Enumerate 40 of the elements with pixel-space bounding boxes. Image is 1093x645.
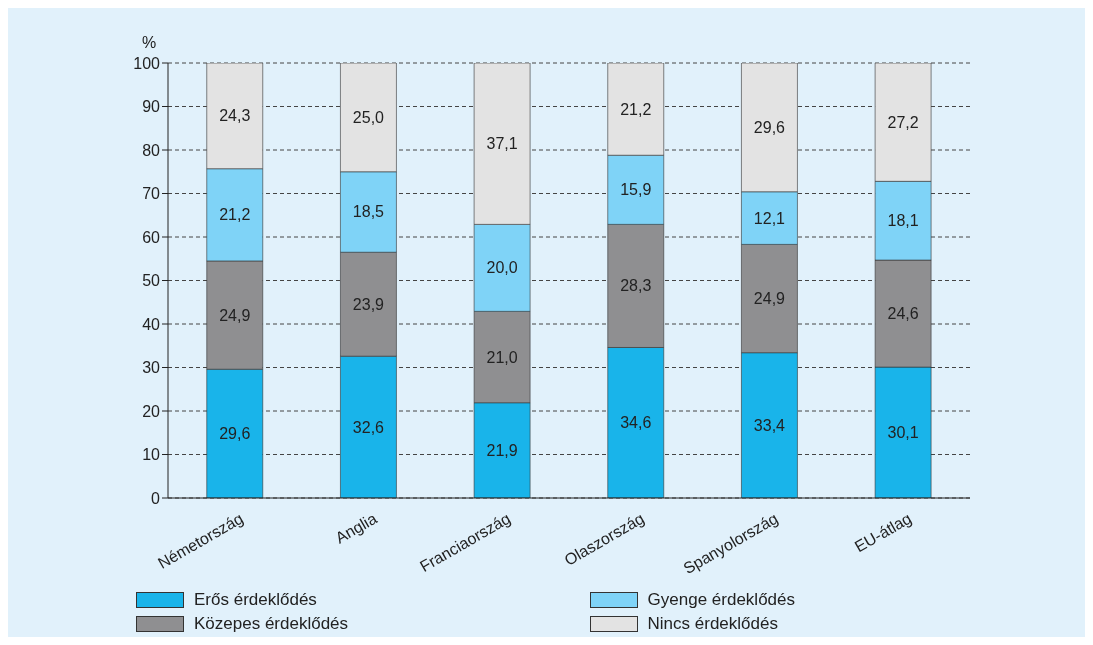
y-tick-label: 20 (142, 402, 161, 420)
data-label: 32,6 (352, 418, 385, 436)
legend-label: Erős érdeklődés (194, 590, 317, 610)
data-label: 21,2 (219, 206, 251, 224)
legend-label: Nincs érdeklődés (647, 614, 778, 634)
data-label: 24,6 (887, 305, 919, 323)
y-tick-label: 100 (133, 54, 161, 72)
data-label: 18,1 (887, 212, 919, 230)
data-label: 29,6 (753, 118, 786, 136)
data-label: 25,0 (352, 108, 385, 126)
data-label: 34,6 (620, 414, 652, 432)
y-tick-label: 0 (151, 489, 161, 507)
data-label: 18,5 (352, 203, 385, 221)
y-tick-label: 10 (142, 446, 161, 464)
y-tick-label: 30 (142, 359, 161, 377)
data-label: 29,6 (219, 425, 251, 443)
data-label: 27,2 (887, 113, 919, 131)
data-label: 24,9 (219, 306, 251, 324)
y-tick-label: 80 (142, 141, 161, 159)
legend-label: Közepes érdeklődés (194, 614, 349, 634)
data-label: 24,9 (753, 290, 786, 308)
data-label: 37,1 (486, 135, 518, 153)
data-label: 15,9 (620, 181, 652, 199)
data-label: 21,2 (620, 100, 652, 118)
data-label: 23,9 (352, 295, 385, 313)
y-tick-label: 90 (142, 98, 161, 116)
y-axis-title: % (142, 34, 157, 52)
data-label: 28,3 (620, 277, 652, 295)
data-label: 33,4 (753, 416, 786, 434)
data-label: 24,3 (219, 107, 251, 125)
data-label: 21,9 (486, 441, 518, 459)
data-label: 21,0 (486, 348, 518, 366)
data-label: 20,0 (486, 259, 518, 277)
legend-label: Gyenge érdeklődés (647, 590, 795, 610)
y-tick-label: 70 (142, 185, 161, 203)
y-tick-label: 60 (142, 228, 161, 246)
data-label: 30,1 (887, 424, 919, 442)
y-tick-label: 40 (142, 315, 161, 333)
y-tick-label: 50 (142, 272, 161, 290)
data-label: 12,1 (753, 209, 786, 227)
